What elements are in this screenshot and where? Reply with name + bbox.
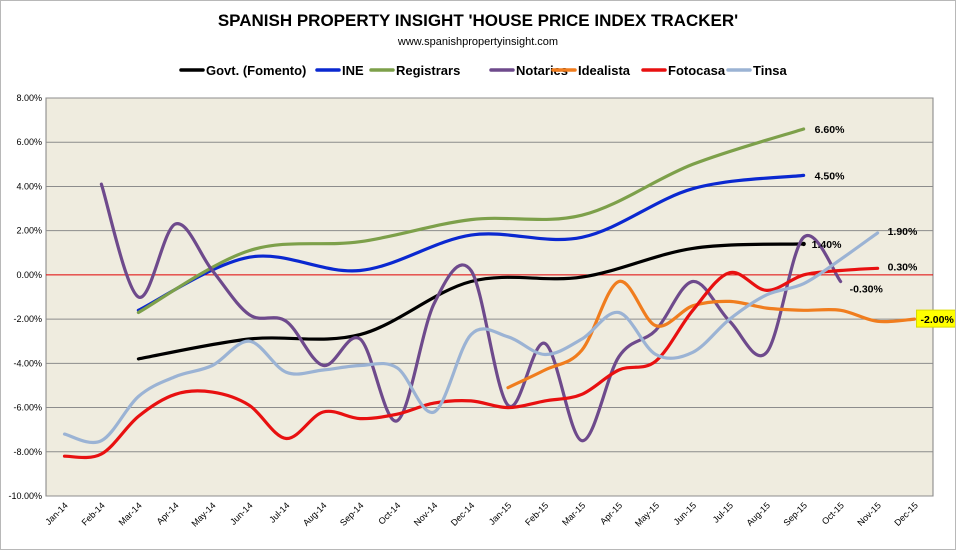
y-tick-label: 0.00%: [16, 270, 42, 280]
chart-title: SPANISH PROPERTY INSIGHT 'HOUSE PRICE IN…: [217, 11, 739, 30]
y-axis: 8.00% 6.00% 4.00% 2.00% 0.00% -2.00% -4.00% -6.…: [8, 93, 42, 501]
y-tick-label: -10.00%: [8, 491, 42, 501]
x-tick-label: Apr-15: [598, 500, 624, 526]
end-label-tinsa: 1.90%: [888, 226, 918, 238]
y-tick-label: 2.00%: [16, 226, 42, 236]
legend-label-govt-fomento: Govt. (Fomento): [206, 63, 306, 78]
end-label-fotocasa: 0.30%: [888, 261, 918, 273]
x-tick-label: Jun-14: [228, 500, 255, 527]
series-line-tinsa: [62, 231, 880, 445]
gridlines: [46, 97, 933, 497]
series-line-registrars: [136, 127, 806, 315]
end-label-notaries: -0.30%: [850, 284, 884, 296]
end-label-govt-fomento: 1.40%: [812, 239, 842, 251]
x-tick-label: May-15: [633, 500, 661, 528]
series-layer: [62, 127, 917, 460]
legend-label-fotocasa: Fotocasa: [668, 63, 726, 78]
plot-area: [45, 97, 934, 497]
y-tick-label: 4.00%: [16, 181, 42, 191]
x-tick-label: Mar-14: [117, 500, 144, 527]
legend-label-tinsa: Tinsa: [753, 63, 787, 78]
legend-label-notaries: Notaries: [516, 63, 568, 78]
x-tick-label: Mar-15: [560, 500, 587, 527]
x-tick-label: Dec-15: [892, 500, 920, 528]
legend-label-ine: INE: [342, 63, 364, 78]
x-tick-label: Aug-15: [745, 500, 773, 528]
x-tick-label: Jan-14: [43, 500, 70, 527]
x-tick-label: Sep-14: [338, 500, 366, 528]
series-line-ine: [136, 173, 806, 312]
x-tick-label: Sep-15: [781, 500, 809, 528]
x-tick-label: Nov-15: [855, 500, 883, 528]
y-tick-label: 8.00%: [16, 93, 42, 103]
series-endpoint-govt-fomento: [801, 241, 806, 247]
x-tick-label: Feb-14: [80, 500, 107, 527]
x-tick-label: Nov-14: [412, 500, 440, 528]
x-axis: Jan-14 Feb-14 Mar-14 Apr-14 May-14 Jun-14 Jul-…: [43, 500, 920, 528]
legend: Govt. (Fomento) INE Registrars Notaries Idea…: [179, 63, 787, 78]
x-tick-label: Apr-14: [155, 500, 181, 526]
x-tick-label: Jul-14: [267, 500, 291, 524]
x-tick-label: Jul-15: [711, 500, 735, 524]
legend-label-idealista: Idealista: [578, 63, 631, 78]
end-labels: 1.40% 4.50% 6.60% -0.30% -2.00% 0.30% 1.90%: [812, 124, 955, 328]
x-tick-label: Oct-14: [376, 500, 402, 526]
series-line-idealista: [506, 279, 917, 390]
end-label-ine: 4.50%: [815, 170, 845, 182]
y-tick-label: -6.00%: [13, 403, 42, 413]
x-tick-label: Aug-14: [301, 500, 329, 528]
legend-label-registrars: Registrars: [396, 63, 460, 78]
x-tick-label: Jan-15: [487, 500, 514, 527]
series-line-govt-fomento: [136, 242, 806, 361]
y-tick-label: -8.00%: [13, 447, 42, 457]
x-tick-label: May-14: [189, 500, 217, 528]
series-line-notaries: [99, 182, 843, 443]
series-line-fotocasa: [62, 266, 880, 460]
y-tick-label: 6.00%: [16, 137, 42, 147]
y-tick-label: -4.00%: [13, 358, 42, 368]
x-tick-label: Dec-14: [449, 500, 477, 528]
y-tick-label: -2.00%: [13, 314, 42, 324]
end-label-registrars: 6.60%: [815, 124, 845, 136]
highlight-box: [916, 309, 955, 328]
chart-subtitle: www.spanishpropertyinsight.com: [397, 36, 559, 48]
x-tick-label: Feb-15: [523, 500, 550, 527]
end-label-idealista: -2.00%: [921, 314, 955, 326]
x-tick-label: Jun-15: [672, 500, 699, 527]
x-tick-label: Oct-15: [820, 500, 846, 526]
